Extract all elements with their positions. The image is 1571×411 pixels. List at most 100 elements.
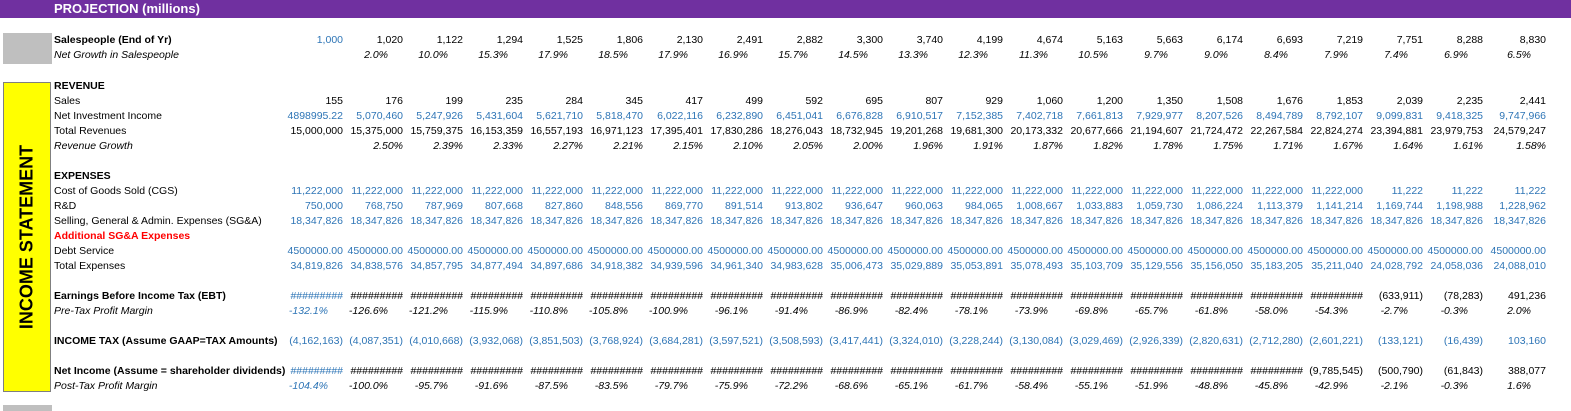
cell-value[interactable]: 15,000,000	[290, 125, 343, 137]
cell-value[interactable]: 19,681,300	[950, 125, 1003, 137]
cell-value[interactable]: (3,932,068)	[469, 335, 523, 347]
cell-value[interactable]: 7,402,718	[1016, 110, 1063, 122]
row-label[interactable]: Pre-Tax Profit Margin	[54, 305, 153, 317]
cell-value[interactable]: 4500000.00	[407, 245, 463, 257]
cell-value[interactable]: 1,294	[496, 34, 523, 46]
cell-value[interactable]: 18,347,826	[830, 215, 883, 227]
cell-value[interactable]: -126.6%	[348, 305, 388, 317]
cell-value[interactable]: #########	[1070, 365, 1123, 377]
cell-value[interactable]: 5,818,470	[596, 110, 643, 122]
cell-value[interactable]: #########	[830, 365, 883, 377]
row-label[interactable]: Debt Service	[54, 245, 115, 257]
cell-value[interactable]: 11,222,000	[711, 185, 763, 197]
cell-value[interactable]: 9.7%	[1144, 49, 1168, 61]
row-label[interactable]: R&D	[54, 200, 77, 212]
cell-value[interactable]: 1,200	[1096, 95, 1123, 107]
cell-value[interactable]: 18,347,826	[650, 215, 703, 227]
cell-value[interactable]: (500,790)	[1378, 365, 1423, 377]
cell-value[interactable]: (3,228,244)	[949, 335, 1003, 347]
cell-value[interactable]: 18,347,826	[890, 215, 943, 227]
cell-value[interactable]: 695	[865, 95, 883, 107]
cell-value[interactable]: 18,347,826	[290, 215, 343, 227]
cell-value[interactable]: 18,347,826	[1370, 215, 1423, 227]
cell-value[interactable]: 18,347,826	[1070, 215, 1123, 227]
cell-value[interactable]: #########	[1310, 290, 1363, 302]
cell-value[interactable]: (61,843)	[1443, 365, 1483, 377]
cell-value[interactable]: 2.05%	[793, 140, 823, 152]
cell-value[interactable]: 18,347,826	[1310, 215, 1363, 227]
cell-value[interactable]: 11,222,000	[291, 185, 343, 197]
cell-value[interactable]: 388,077	[1508, 365, 1546, 377]
cell-value[interactable]: 499	[745, 95, 763, 107]
cell-value[interactable]: 984,065	[965, 200, 1003, 212]
cell-value[interactable]: 1,676	[1276, 95, 1303, 107]
cell-value[interactable]: (3,597,521)	[709, 335, 763, 347]
cell-value[interactable]: 7.4%	[1384, 49, 1408, 61]
cell-value[interactable]: 2.27%	[553, 140, 583, 152]
cell-value[interactable]: 11,222,000	[1011, 185, 1063, 197]
cell-value[interactable]: 1.64%	[1393, 140, 1423, 152]
cell-value[interactable]: 11,222,000	[771, 185, 823, 197]
cell-value[interactable]: -73.9%	[1014, 305, 1048, 317]
cell-value[interactable]: 35,129,556	[1130, 260, 1183, 272]
cell-value[interactable]: 23,394,881	[1370, 125, 1423, 137]
cell-value[interactable]: -83.5%	[594, 380, 628, 392]
cell-value[interactable]: #########	[350, 290, 403, 302]
cell-value[interactable]: -110.8%	[529, 305, 568, 317]
cell-value[interactable]: (133,121)	[1378, 335, 1423, 347]
cell-value[interactable]: 5,431,604	[476, 110, 523, 122]
cell-value[interactable]: 5,621,710	[536, 110, 583, 122]
cell-value[interactable]: -55.1%	[1074, 380, 1108, 392]
cell-value[interactable]: 1,508	[1216, 95, 1243, 107]
cell-value[interactable]: 11,222,000	[1251, 185, 1303, 197]
cell-value[interactable]: (2,926,339)	[1129, 335, 1183, 347]
cell-value[interactable]: 7.9%	[1324, 49, 1348, 61]
cell-value[interactable]: 1.61%	[1453, 140, 1483, 152]
row-label[interactable]: Total Expenses	[54, 260, 126, 272]
cell-value[interactable]: 5,163	[1096, 34, 1123, 46]
cell-value[interactable]: 2.21%	[613, 140, 643, 152]
cell-value[interactable]: 34,918,382	[590, 260, 643, 272]
cell-value[interactable]: -132.1%	[288, 305, 328, 317]
cell-value[interactable]: #########	[950, 290, 1003, 302]
cell-value[interactable]: 11,222,000	[951, 185, 1003, 197]
cell-value[interactable]: 11,222,000	[891, 185, 943, 197]
cell-value[interactable]: 11.3%	[1019, 49, 1048, 61]
cell-value[interactable]: (3,324,010)	[889, 335, 943, 347]
cell-value[interactable]: 34,819,826	[290, 260, 343, 272]
cell-value[interactable]: 17.9%	[538, 49, 568, 61]
cell-value[interactable]: (4,010,668)	[409, 335, 463, 347]
cell-value[interactable]: -2.7%	[1380, 305, 1408, 317]
cell-value[interactable]: 18,347,826	[710, 215, 763, 227]
cell-value[interactable]: 768,750	[365, 200, 403, 212]
cell-value[interactable]: 34,877,494	[470, 260, 523, 272]
cell-value[interactable]: #########	[1250, 290, 1303, 302]
cell-value[interactable]: -45.8%	[1254, 380, 1288, 392]
cell-value[interactable]: 235	[505, 95, 523, 107]
cell-value[interactable]: 4500000.00	[1247, 245, 1303, 257]
cell-value[interactable]: 4500000.00	[1007, 245, 1063, 257]
cell-value[interactable]: -100.0%	[348, 380, 388, 392]
cell-value[interactable]: -82.4%	[894, 305, 928, 317]
cell-value[interactable]: 1,113,379	[1257, 200, 1303, 212]
cell-value[interactable]: 4500000.00	[1307, 245, 1363, 257]
cell-value[interactable]: 4500000.00	[1367, 245, 1423, 257]
cell-value[interactable]: -91.4%	[774, 305, 808, 317]
cell-value[interactable]: -61.8%	[1194, 305, 1228, 317]
cell-value[interactable]: 1,020	[376, 34, 403, 46]
cell-value[interactable]: 2.0%	[1507, 305, 1531, 317]
cell-value[interactable]: 1,350	[1156, 95, 1183, 107]
cell-value[interactable]: 11,222,000	[411, 185, 463, 197]
cell-value[interactable]: (3,029,469)	[1069, 335, 1123, 347]
cell-value[interactable]: 8,207,526	[1196, 110, 1243, 122]
cell-value[interactable]: 15.7%	[778, 49, 808, 61]
cell-value[interactable]: 35,211,040	[1311, 260, 1363, 272]
cell-value[interactable]: 18.5%	[598, 49, 628, 61]
cell-value[interactable]: 10.0%	[418, 49, 448, 61]
cell-value[interactable]: -75.9%	[714, 380, 748, 392]
cell-value[interactable]: 18,347,826	[470, 215, 523, 227]
cell-value[interactable]: 6,910,517	[896, 110, 943, 122]
cell-value[interactable]: 1.96%	[913, 140, 943, 152]
cell-value[interactable]: 807	[925, 95, 943, 107]
cell-value[interactable]: 6.9%	[1444, 49, 1468, 61]
